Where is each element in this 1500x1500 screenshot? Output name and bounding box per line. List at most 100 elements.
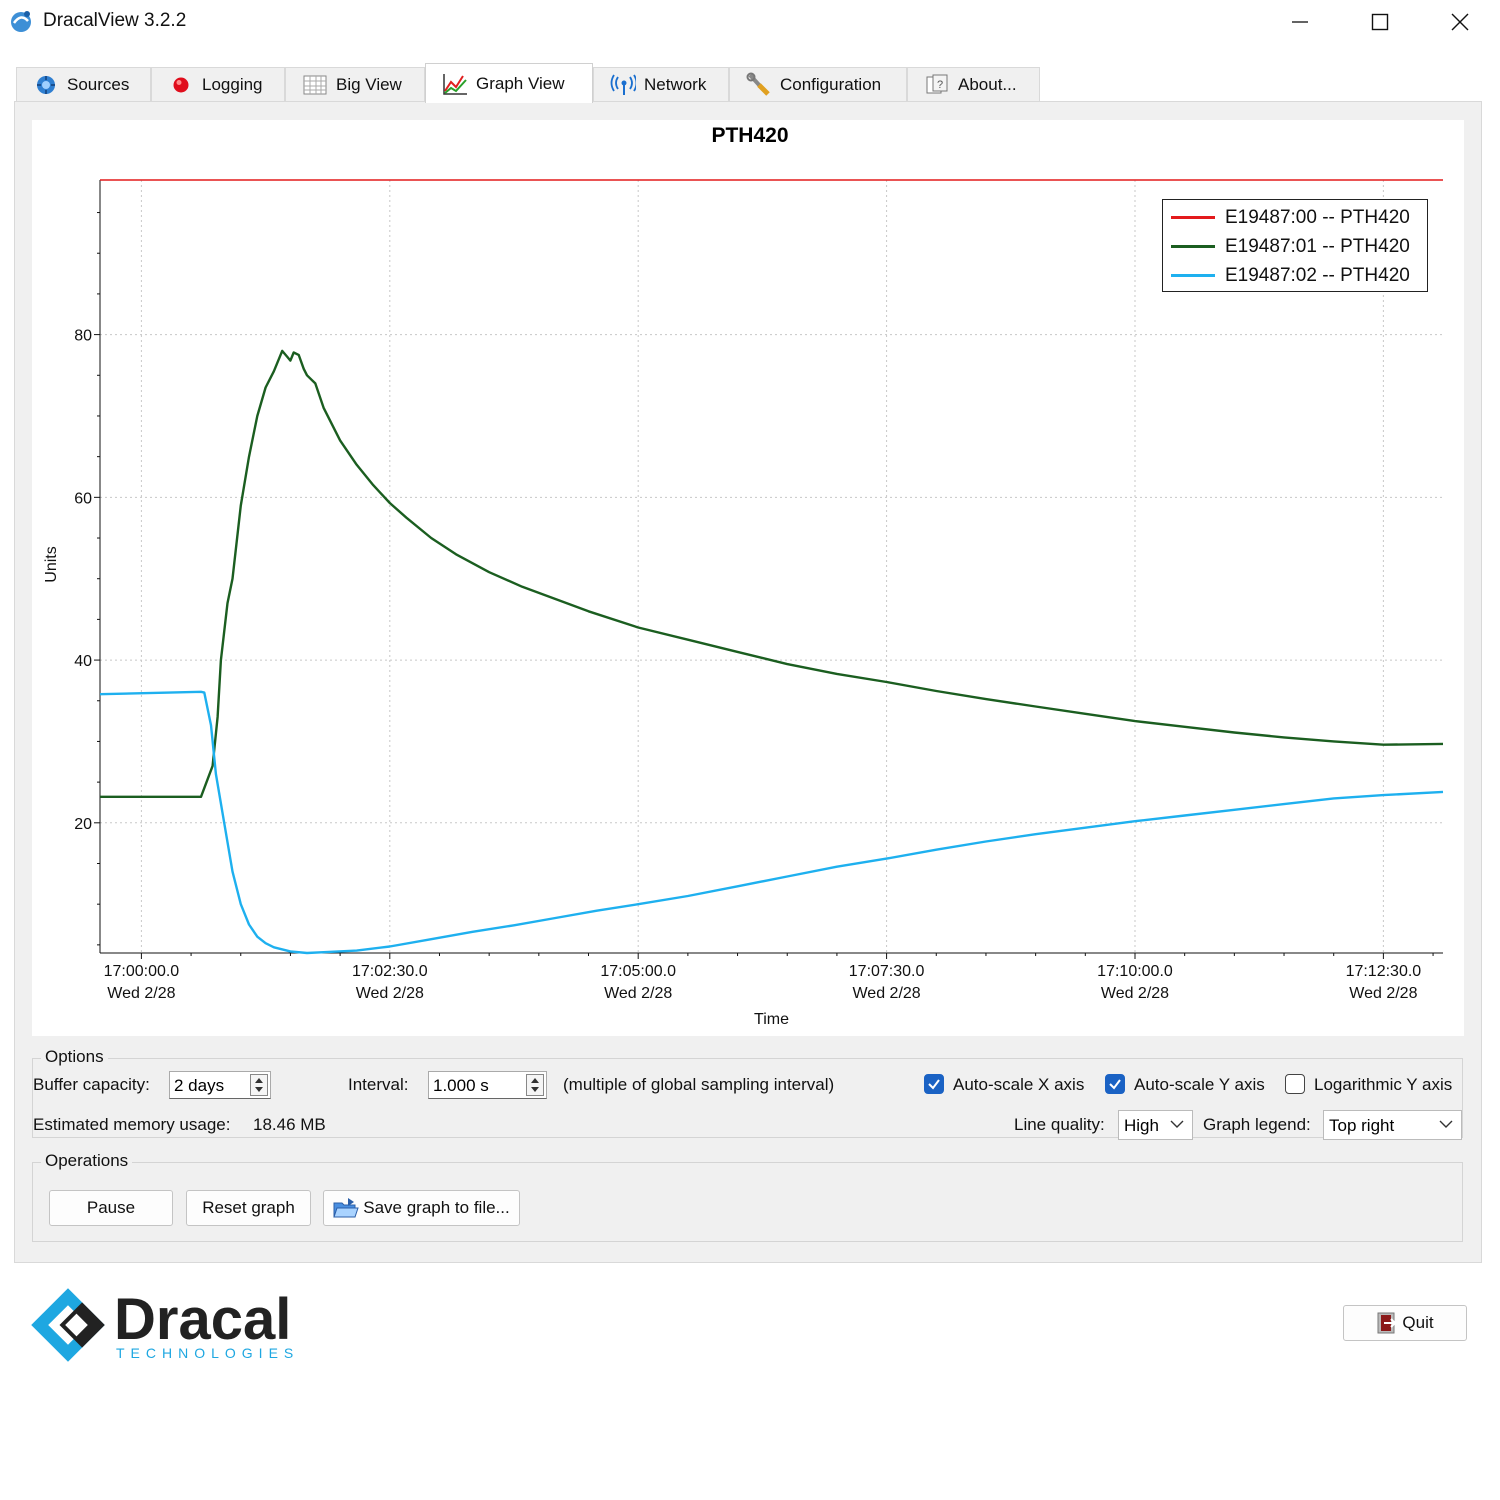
x-tick-label-date: Wed 2/28 [107, 985, 175, 1002]
quit-button[interactable]: Quit [1343, 1305, 1467, 1341]
about-icon: ? [924, 73, 950, 97]
pause-button[interactable]: Pause [49, 1190, 173, 1226]
tab-network-label: Network [644, 74, 707, 94]
chevron-down-icon [1439, 1120, 1453, 1128]
x-tick-label-date: Wed 2/28 [604, 985, 672, 1002]
logarithmic-y-checkbox[interactable] [1285, 1074, 1305, 1094]
line-quality-label: Line quality: [1014, 1115, 1105, 1134]
tab-sources-label: Sources [67, 74, 130, 94]
buffer-capacity-label: Buffer capacity: [33, 1075, 150, 1094]
legend-swatch [1171, 274, 1215, 277]
save-folder-icon [333, 1197, 359, 1219]
interval-label: Interval: [348, 1075, 409, 1094]
legend-label: E19487:02 -- PTH420 [1225, 264, 1410, 286]
autoscale-x-label: Auto-scale X axis [953, 1075, 1085, 1094]
y-tick-label: 20 [74, 816, 92, 833]
reset-graph-button-label: Reset graph [202, 1198, 295, 1217]
graph-icon [442, 72, 468, 96]
spin-arrows-icon[interactable] [526, 1074, 544, 1096]
memory-usage-value: 18.46 MB [253, 1115, 326, 1134]
logarithmic-y-label: Logarithmic Y axis [1314, 1075, 1453, 1094]
autoscale-y-checkbox[interactable] [1105, 1074, 1125, 1094]
series-line-2 [99, 690, 1444, 955]
tab-configuration[interactable]: Configuration [729, 67, 907, 101]
antenna-icon [610, 73, 636, 97]
buffer-capacity-spinbox[interactable]: 2 days [169, 1071, 271, 1099]
line-chart: 20 40 60 80 17:00:00.0 Wed 2/28 17:02:30.0 Wed … [43, 179, 1444, 1028]
minimize-icon [1292, 21, 1308, 23]
autoscale-x-checkbox[interactable] [924, 1074, 944, 1094]
minimize-button[interactable] [1260, 0, 1340, 44]
tab-network[interactable]: Network [593, 67, 729, 101]
close-button[interactable] [1420, 0, 1500, 44]
tab-sources[interactable]: Sources [16, 67, 151, 101]
y-tick-label: 40 [74, 653, 92, 670]
options-group-title: Options [41, 1047, 108, 1067]
tab-graph-view-label: Graph View [476, 73, 565, 93]
tab-about-label: About... [958, 74, 1017, 94]
legend-item-series-0: E19487:00 -- PTH420 [1171, 203, 1410, 232]
operations-group-title: Operations [41, 1151, 133, 1171]
tab-logging-label: Logging [202, 74, 263, 94]
logo-wordmark: Dracal [114, 1287, 291, 1352]
buffer-capacity-value: 2 days [174, 1076, 225, 1095]
checkmark-icon [928, 1079, 940, 1090]
y-axis-title: Units [43, 546, 60, 582]
chart-legend: E19487:00 -- PTH420 E19487:01 -- PTH420 … [1162, 199, 1428, 292]
memory-usage-label: Estimated memory usage: [33, 1115, 231, 1134]
x-tick-label-time: 17:02:30.0 [352, 963, 428, 980]
interval-spinbox[interactable]: 1.000 s [428, 1071, 547, 1099]
checkmark-icon [1109, 1079, 1121, 1090]
graph-legend-select[interactable]: Top right [1323, 1110, 1462, 1140]
tab-big-view-label: Big View [336, 74, 402, 94]
tools-icon [746, 72, 772, 97]
x-axis-title: Time [754, 1011, 789, 1028]
save-graph-button[interactable]: Save graph to file... [323, 1190, 520, 1226]
line-quality-value: High [1124, 1116, 1159, 1135]
x-tick-label-time: 17:07:30.0 [849, 963, 925, 980]
legend-label: E19487:01 -- PTH420 [1225, 235, 1410, 257]
line-quality-select[interactable]: High [1118, 1110, 1193, 1140]
tab-big-view[interactable]: Big View [285, 67, 425, 101]
tab-about[interactable]: ? About... [907, 67, 1040, 101]
interval-note: (multiple of global sampling interval) [563, 1075, 835, 1094]
logo-subtitle: TECHNOLOGIES [116, 1345, 299, 1361]
x-tick-label-date: Wed 2/28 [356, 985, 424, 1002]
pause-button-label: Pause [86, 1198, 136, 1217]
dracal-logo: Dracal TECHNOLOGIES [31, 1287, 299, 1362]
tab-configuration-label: Configuration [780, 74, 882, 94]
maximize-icon [1371, 13, 1389, 31]
legend-swatch [1171, 245, 1215, 248]
tab-logging[interactable]: Logging [151, 67, 285, 101]
title-bar: DracalView 3.2.2 [0, 0, 1500, 44]
tab-graph-view[interactable]: Graph View [425, 63, 593, 103]
sources-icon [33, 73, 59, 97]
x-tick-label-time: 17:00:00.0 [104, 963, 180, 980]
exit-icon [1376, 1312, 1398, 1334]
chart-title: PTH420 [711, 124, 789, 147]
window-title: DracalView 3.2.2 [43, 10, 187, 31]
autoscale-y-label: Auto-scale Y axis [1134, 1075, 1265, 1094]
interval-value: 1.000 s [433, 1076, 489, 1095]
reset-graph-button[interactable]: Reset graph [186, 1190, 311, 1226]
maximize-button[interactable] [1340, 0, 1420, 44]
y-tick-label: 80 [74, 328, 92, 345]
x-tick-label-date: Wed 2/28 [1101, 985, 1169, 1002]
legend-swatch [1171, 216, 1215, 219]
svg-text:?: ? [937, 79, 943, 91]
record-dot-icon [168, 73, 194, 97]
legend-label: E19487:00 -- PTH420 [1225, 206, 1410, 228]
operations-group [32, 1162, 1463, 1242]
x-tick-label-time: 17:05:00.0 [600, 963, 676, 980]
x-tick-label-time: 17:12:30.0 [1346, 963, 1422, 980]
graph-legend-label: Graph legend: [1203, 1115, 1311, 1134]
spin-arrows-icon[interactable] [250, 1074, 268, 1096]
save-graph-button-label: Save graph to file... [363, 1198, 510, 1217]
options-group [32, 1058, 1463, 1138]
chevron-down-icon [1170, 1120, 1184, 1128]
x-tick-label-date: Wed 2/28 [1349, 985, 1417, 1002]
series-line-1 [100, 349, 1444, 798]
legend-item-series-2: E19487:02 -- PTH420 [1171, 261, 1410, 290]
x-tick-label-time: 17:10:00.0 [1097, 963, 1173, 980]
table-icon [302, 73, 328, 97]
